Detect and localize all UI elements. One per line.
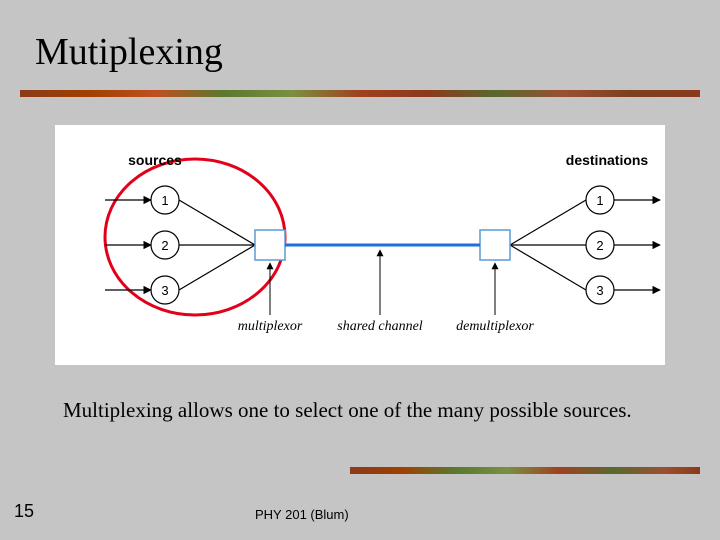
- decorative-rule-bottom: [350, 467, 700, 474]
- source-node-label: 3: [161, 283, 168, 298]
- demux-to-dest-line: [510, 200, 586, 245]
- source-node-label: 2: [161, 238, 168, 253]
- demultiplexor-box: [480, 230, 510, 260]
- footer-text: PHY 201 (Blum): [255, 507, 349, 522]
- source-to-mux-line: [179, 245, 255, 290]
- multiplexing-diagram: sources destinations 1 2 3 1 2 3 multiplexor shar…: [55, 125, 665, 365]
- caption-text: Multiplexing allows one to select one of…: [63, 397, 663, 423]
- page-title: Mutiplexing: [35, 30, 223, 74]
- destinations-label: destinations: [566, 152, 649, 168]
- shared-channel-label: shared channel: [337, 319, 423, 334]
- multiplexor-box: [255, 230, 285, 260]
- decorative-rule-top: [20, 90, 700, 97]
- dest-node-label: 1: [596, 193, 603, 208]
- sources-label: sources: [128, 152, 182, 168]
- demultiplexor-label: demultiplexor: [456, 319, 534, 334]
- dest-node-label: 3: [596, 283, 603, 298]
- dest-node-label: 2: [596, 238, 603, 253]
- source-node-label: 1: [161, 193, 168, 208]
- multiplexor-label: multiplexor: [238, 319, 303, 334]
- source-to-mux-line: [179, 200, 255, 245]
- page-number: 15: [14, 501, 34, 522]
- demux-to-dest-line: [510, 245, 586, 290]
- diagram-container: sources destinations 1 2 3 1 2 3 multiplexor shar…: [55, 125, 665, 365]
